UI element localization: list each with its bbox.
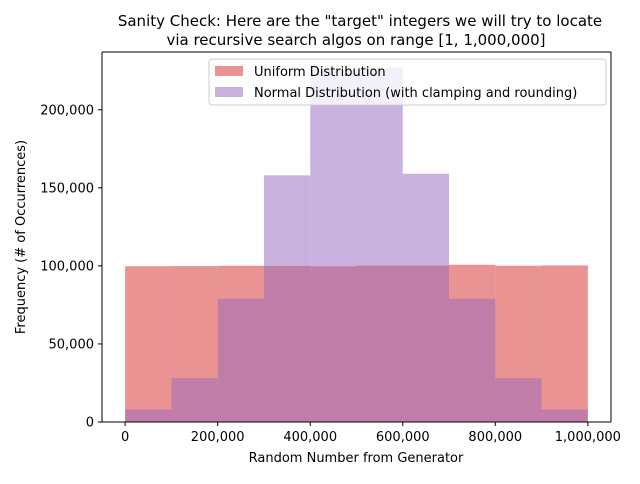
bar-series1-bin9 [541,409,588,422]
y-tick-label: 50,000 [49,337,95,352]
bar-series1-bin8 [495,378,542,422]
y-tick-label: 150,000 [40,181,94,196]
bar-series1-bin1 [171,378,218,422]
x-tick-label: 200,000 [191,430,245,445]
bars-layer [125,67,588,423]
bar-series1-bin5 [356,67,403,423]
legend-label-uniform: Uniform Distribution [254,65,386,80]
x-tick-label: 0 [121,430,129,445]
bar-series1-bin3 [263,175,311,422]
legend-swatch-normal [215,87,243,97]
ticks-layer: 0 200,000 400,000 600,000 800,000 1,000,000 0 5… [40,103,621,445]
x-tick-label: 400,000 [283,430,337,445]
y-tick-label: 0 [86,416,94,431]
bar-series0-bin0 [125,266,172,422]
x-tick-label: 1,000,000 [555,430,621,445]
x-tick-label: 800,000 [468,430,522,445]
bar-series0-bin9 [541,265,588,422]
legend-label-normal: Normal Distribution (with clamping and r… [254,86,577,101]
bar-series1-bin2 [217,298,264,422]
chart-title: Sanity Check: Here are the "target" inte… [118,12,602,30]
x-tick-label: 600,000 [376,430,430,445]
legend-swatch-uniform [215,66,243,76]
y-tick-label: 200,000 [40,103,94,118]
axes-layer [101,51,612,423]
bar-series1-bin4 [310,69,357,423]
legend-frame [208,58,607,106]
y-axis-label: Frequency (# of Occurrences) [14,140,29,334]
chart-subtitle: via recursive search algos on range [1, … [166,31,545,49]
legend: Uniform Distribution Normal Distribution… [208,58,607,106]
bar-series1-bin6 [402,173,450,422]
bar-series1-bin0 [125,409,172,422]
bar-series1-bin7 [449,298,496,422]
y-tick-label: 100,000 [40,259,94,274]
x-axis-label: Random Number from Generator [249,451,464,466]
